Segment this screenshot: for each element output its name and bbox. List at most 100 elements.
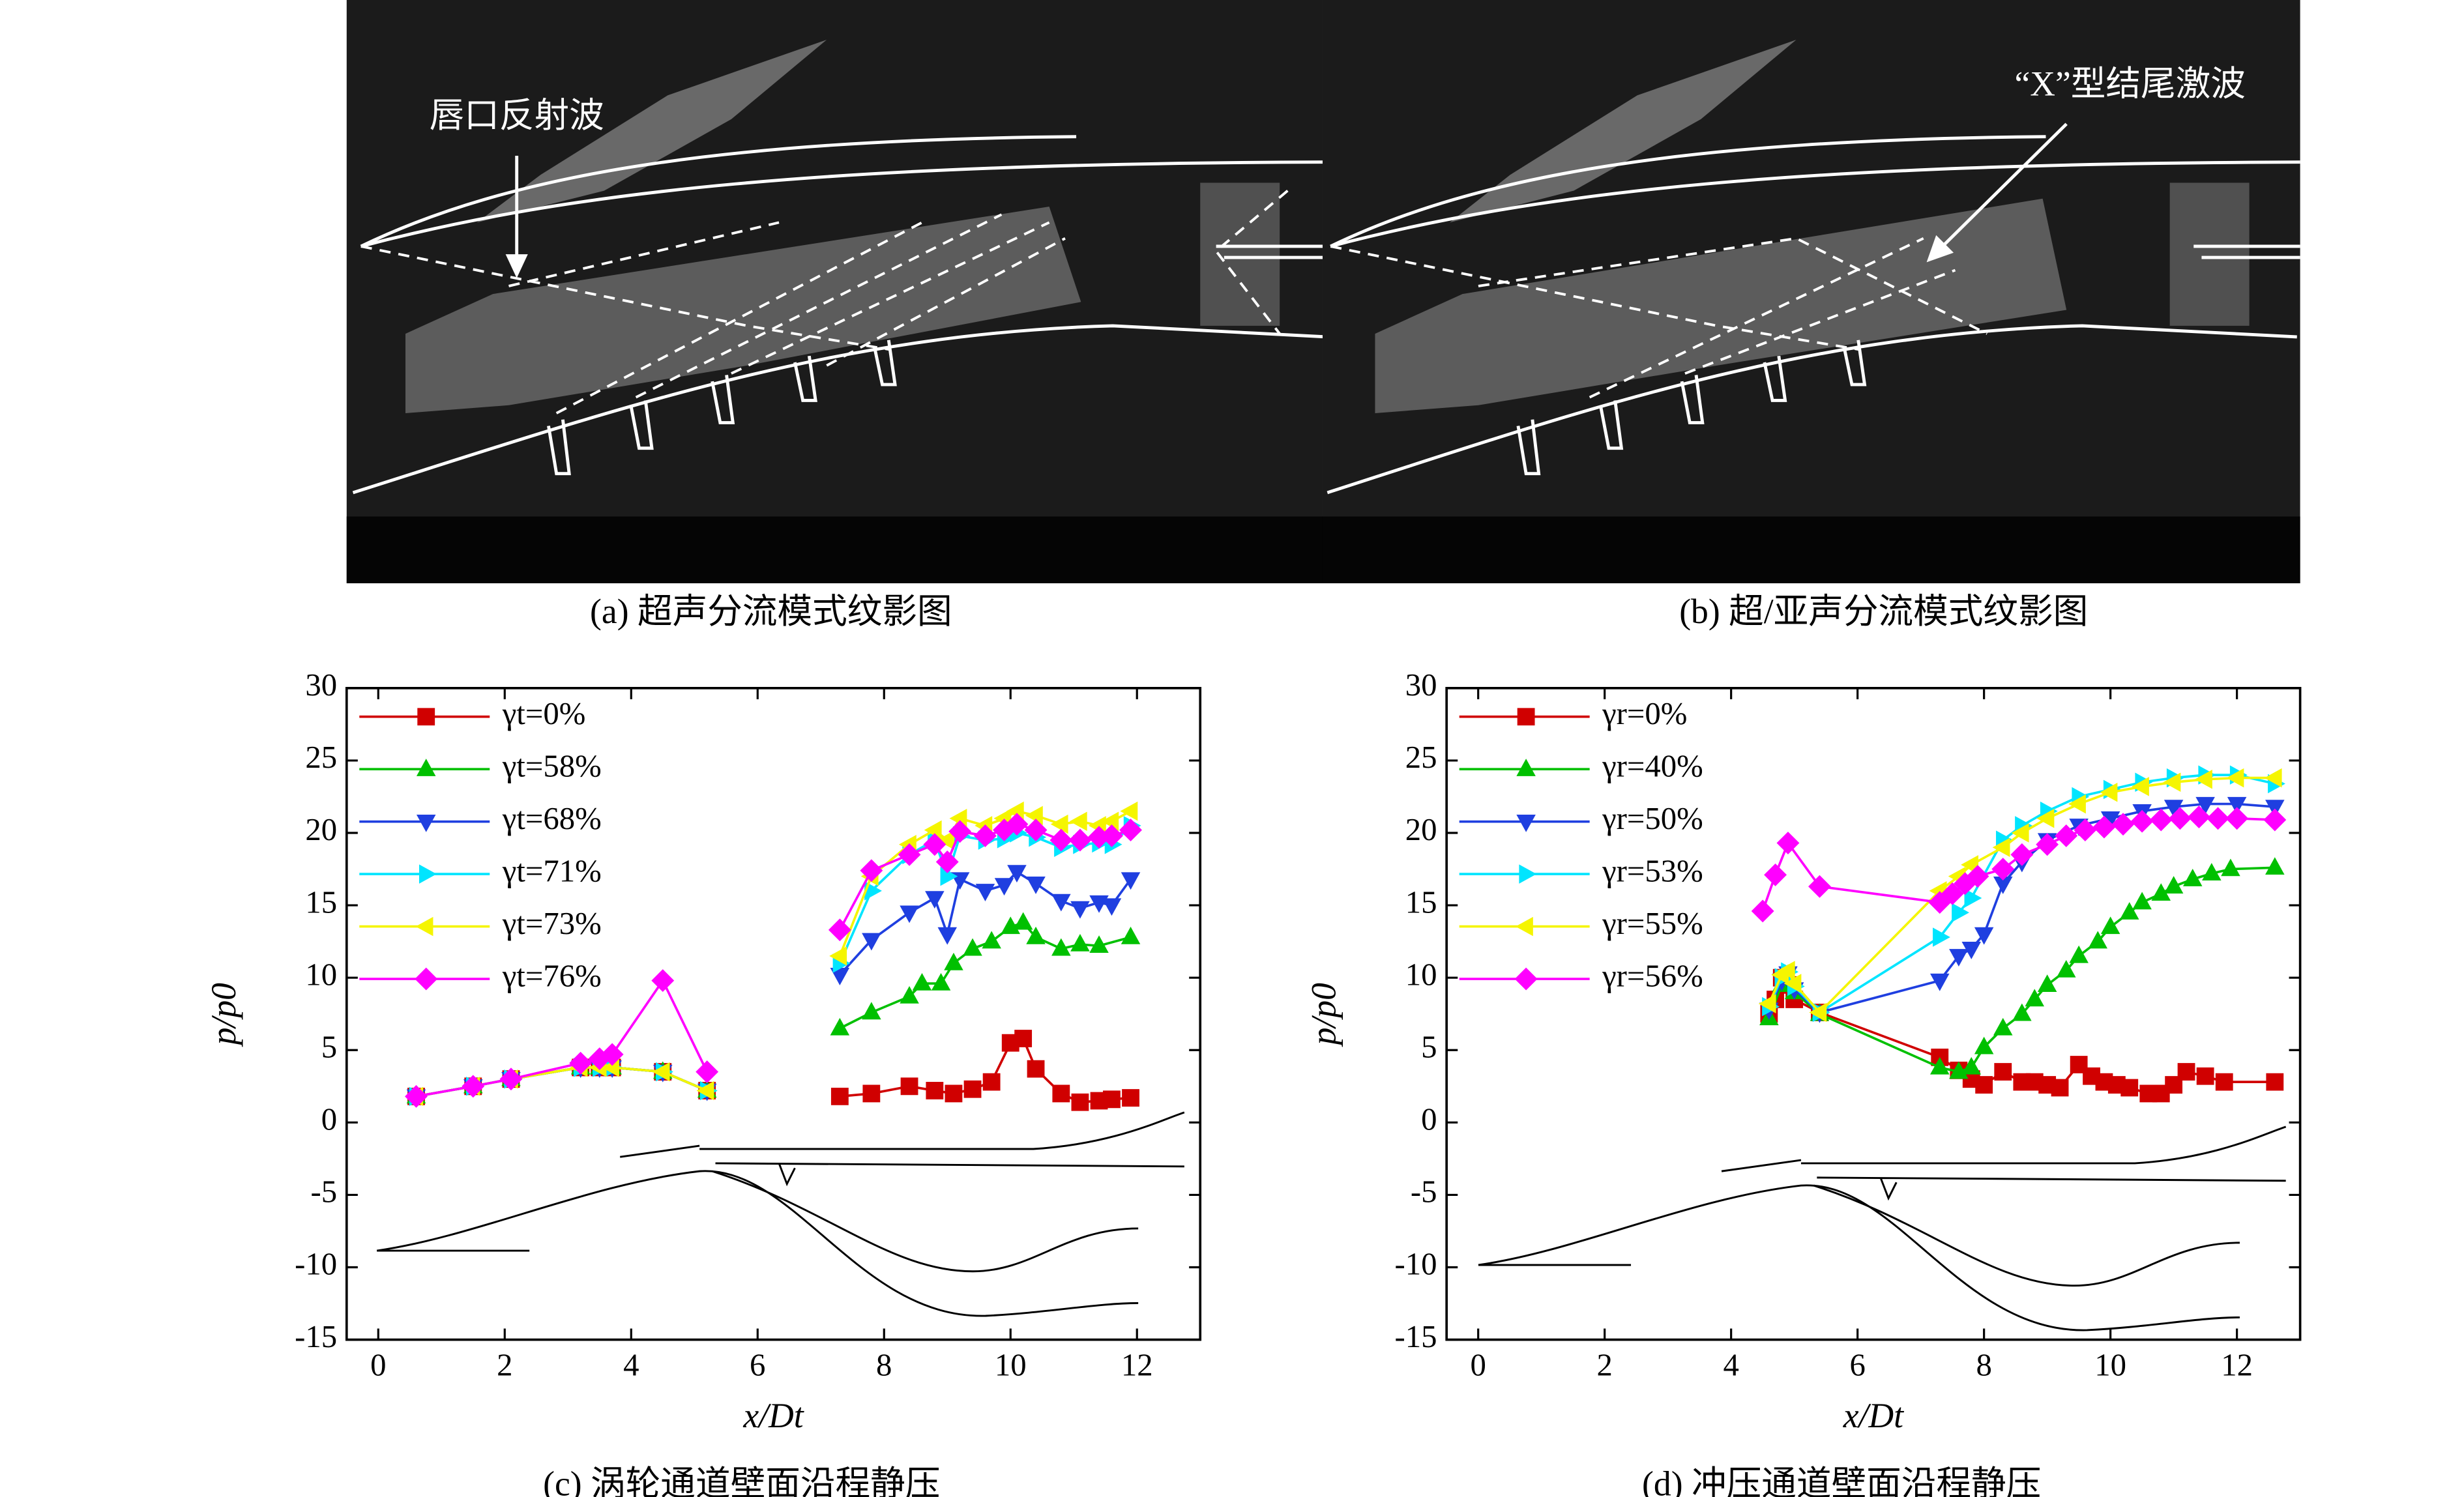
- marker: [1069, 811, 1087, 831]
- marker: [937, 830, 954, 850]
- flow-region: [1375, 198, 2067, 413]
- y-tick-label: 30: [305, 667, 337, 703]
- arrow-head: [1926, 235, 1954, 263]
- schematic-line: [712, 1170, 1139, 1273]
- schematic-line: [1478, 1184, 2240, 1331]
- marker: [2151, 883, 2171, 901]
- x-tick-label: 8: [1976, 1348, 1991, 1383]
- slot-lines: [547, 340, 897, 476]
- marker: [1764, 864, 1787, 886]
- marker: [462, 1075, 485, 1098]
- marker: [2149, 808, 2173, 832]
- engine-schematic: [1478, 1126, 2287, 1331]
- cowl-line: [1330, 160, 2300, 248]
- legend-label: γt=76%: [502, 958, 602, 993]
- arrow-head: [505, 254, 528, 278]
- marker: [945, 1084, 963, 1103]
- marker: [975, 884, 995, 901]
- legend-marker: [1516, 916, 1533, 937]
- legend-label: γr=50%: [1602, 801, 1703, 836]
- marker: [2227, 796, 2247, 815]
- marker: [1974, 1036, 1994, 1054]
- marker: [1776, 832, 1800, 854]
- marker: [1120, 801, 1138, 821]
- wall-line: [1327, 324, 2297, 495]
- x-tick-label: 10: [995, 1348, 1027, 1383]
- y-tick-label: -5: [311, 1174, 338, 1210]
- splitter-line: [2193, 244, 2300, 259]
- y-tick-label: 20: [1405, 812, 1437, 847]
- marker: [2132, 777, 2149, 796]
- marker: [1024, 819, 1048, 841]
- schematic-line: [376, 1170, 1139, 1317]
- y-tick-label: -5: [1411, 1174, 1437, 1210]
- marker: [1100, 824, 1123, 847]
- x-tick-label: 0: [1470, 1348, 1486, 1383]
- marker: [1994, 1063, 2012, 1081]
- legend-label: γt=58%: [502, 748, 602, 783]
- marker: [1929, 1056, 1950, 1075]
- marker: [1014, 1030, 1033, 1047]
- marker: [2195, 796, 2215, 815]
- marker: [1087, 826, 1111, 849]
- marker: [2163, 772, 2181, 792]
- marker: [963, 1080, 982, 1098]
- legend-label: γr=55%: [1602, 906, 1703, 941]
- marker: [1966, 865, 1989, 888]
- y-tick-label: 10: [1405, 957, 1437, 992]
- marker: [963, 938, 982, 956]
- x-tick-label: 0: [370, 1348, 386, 1383]
- marker: [2265, 857, 2285, 875]
- marker: [1961, 1056, 1982, 1075]
- legend-label: γt=73%: [502, 906, 602, 941]
- marker: [1809, 1002, 1827, 1023]
- marker: [2036, 809, 2055, 828]
- marker: [948, 820, 972, 843]
- marker: [1051, 894, 1071, 912]
- schematic-line: [1817, 1176, 2286, 1201]
- y-tick-label: -15: [295, 1319, 337, 1354]
- marker: [2100, 783, 2118, 802]
- x-tick-label: 10: [2094, 1348, 2126, 1383]
- y-tick-label: 10: [305, 957, 337, 992]
- marker: [1005, 813, 1029, 836]
- flow-region: [1450, 39, 1797, 223]
- marker: [937, 927, 958, 945]
- slot-lines: [1516, 340, 1867, 476]
- marker: [1121, 926, 1141, 944]
- marker: [931, 972, 951, 991]
- legend-marker: [1516, 814, 1536, 832]
- marker: [830, 1017, 850, 1036]
- marker: [1122, 1089, 1139, 1107]
- marker: [1025, 806, 1043, 826]
- y-tick-label: 15: [305, 884, 337, 920]
- y-tick-label: 20: [305, 812, 337, 847]
- marker: [1089, 935, 1109, 953]
- marker: [2088, 931, 2107, 949]
- marker: [1101, 811, 1119, 831]
- marker: [2092, 815, 2116, 839]
- marker: [1929, 973, 1950, 991]
- legend-marker: [1517, 708, 1535, 726]
- x-tick-label: 12: [1121, 1348, 1153, 1383]
- caption: (b) 超/亚声分流模式纹影图: [1679, 592, 2088, 631]
- marker: [1941, 882, 1964, 905]
- marker: [1070, 933, 1090, 952]
- marker: [2132, 892, 2152, 910]
- marker: [1777, 961, 1795, 980]
- marker: [944, 952, 963, 970]
- x-tick-label: 8: [876, 1348, 892, 1383]
- marker: [1961, 942, 1982, 959]
- y-axis-label: p/p0: [204, 983, 243, 1048]
- marker: [499, 1068, 523, 1091]
- marker: [2202, 863, 2222, 880]
- schematic-line: [1721, 1126, 2287, 1172]
- shock-lines: [360, 190, 1289, 414]
- legend-label: γt=71%: [502, 853, 602, 888]
- caption: (c) 涡轮通道壁面沿程静压: [543, 1464, 940, 1497]
- marker: [1052, 1084, 1070, 1103]
- y-axis-label: p/p0: [1304, 983, 1343, 1048]
- marker: [696, 1081, 714, 1101]
- marker: [2012, 1003, 2032, 1021]
- flow-region: [477, 39, 827, 223]
